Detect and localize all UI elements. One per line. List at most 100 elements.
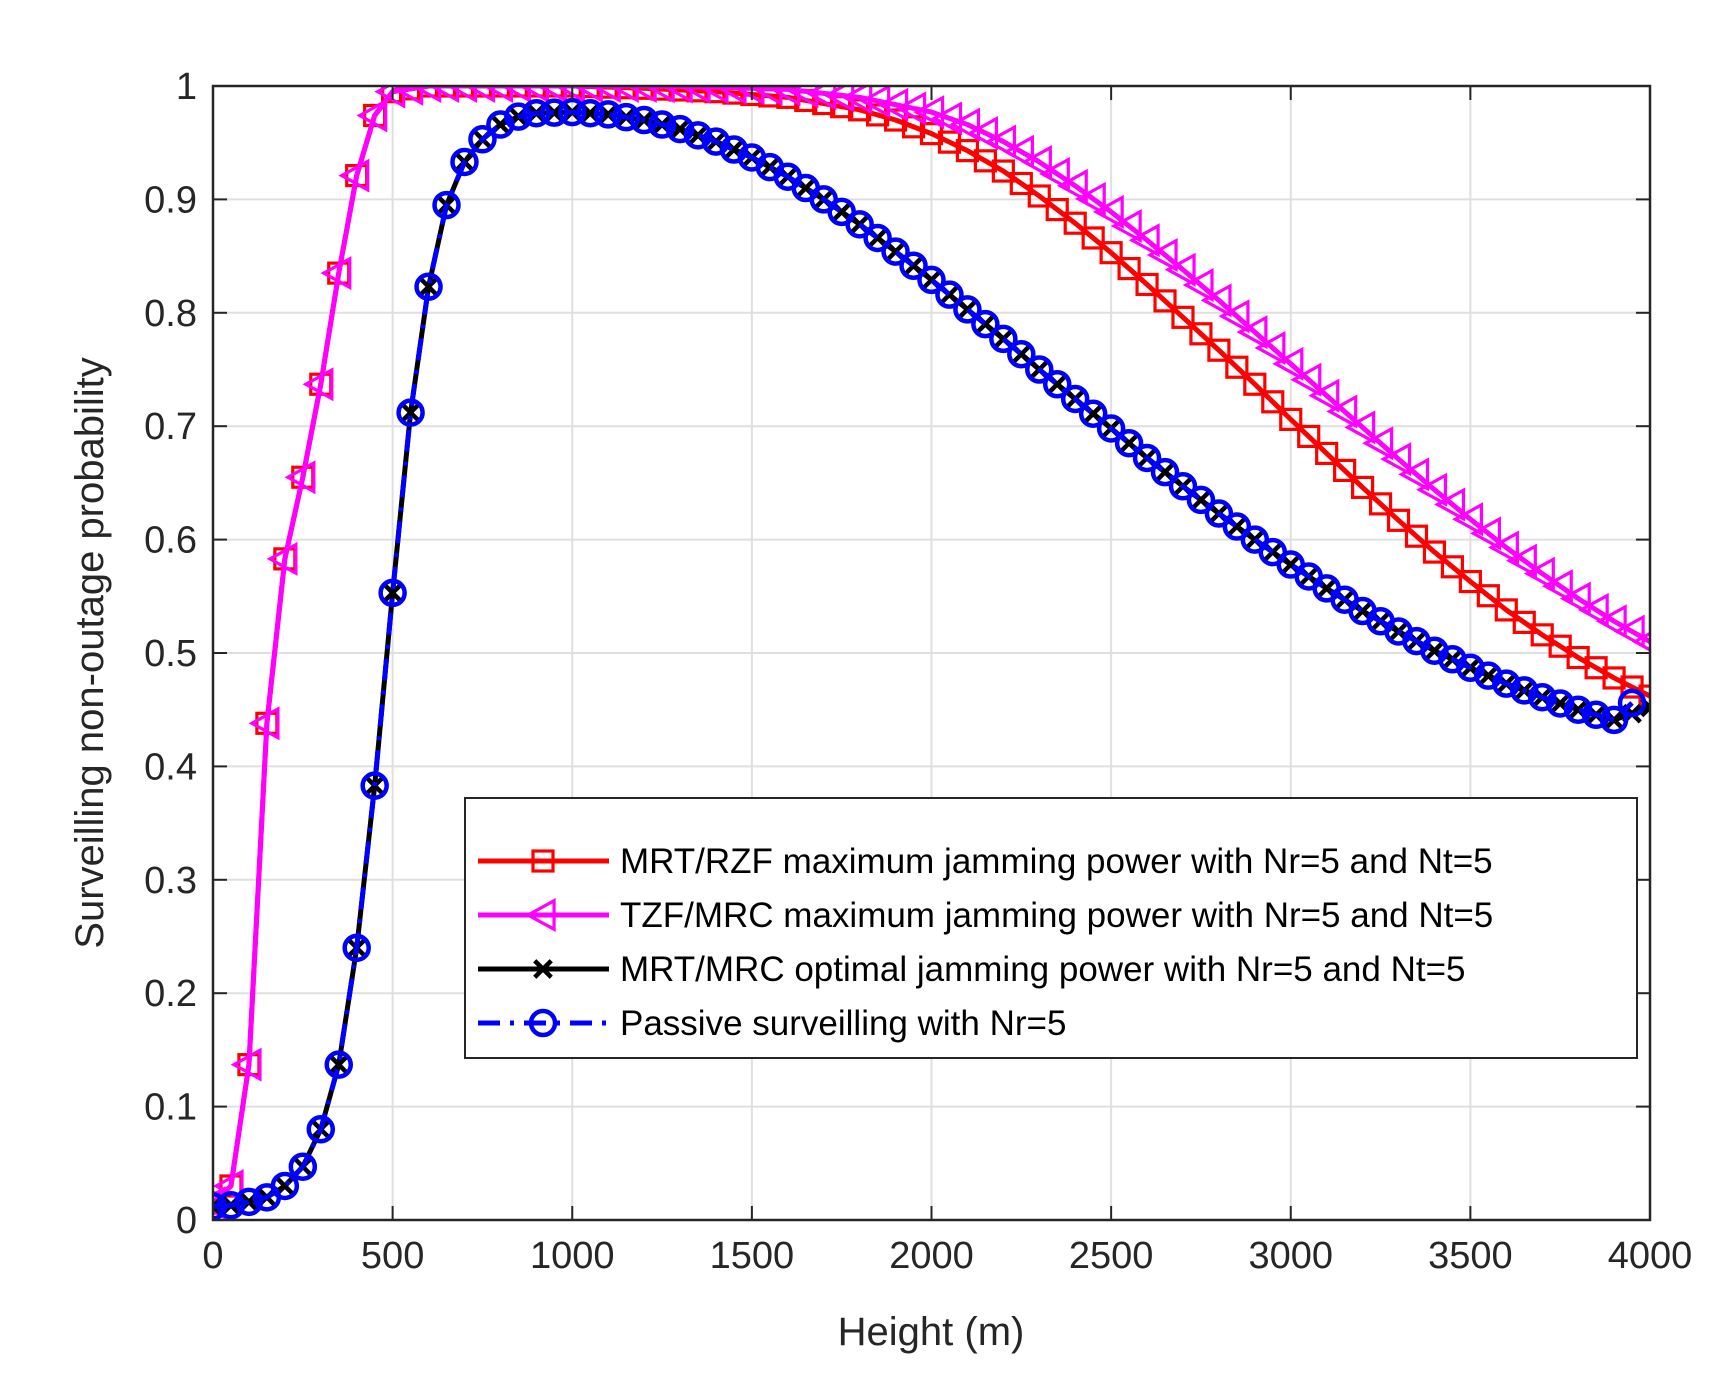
square-marker: [1512, 610, 1536, 634]
circle-marker: [414, 272, 443, 301]
triangle-marker: [248, 706, 280, 741]
triangle-marker: [518, 86, 549, 104]
triangle-marker: [320, 256, 352, 291]
circle-marker: [1563, 695, 1593, 724]
square-marker: [991, 159, 1015, 183]
square-marker: [1386, 508, 1411, 532]
square-marker: [1171, 305, 1195, 329]
triangle-marker: [823, 86, 855, 113]
square-marker: [1189, 322, 1213, 346]
square-marker: [1045, 198, 1069, 222]
y-tick-label: 0.5: [144, 633, 197, 675]
series-line: [213, 109, 1634, 1209]
triangle-marker: [446, 86, 478, 104]
triangle-marker: [553, 86, 585, 104]
circle-marker: [1007, 339, 1036, 369]
circle-marker: [1581, 700, 1611, 730]
square-marker: [1081, 226, 1105, 250]
circle-marker: [306, 1115, 336, 1144]
circle-marker: [234, 1187, 264, 1217]
triangle-marker: [1146, 237, 1178, 272]
circle-marker: [863, 223, 892, 253]
triangle-marker: [1182, 268, 1214, 303]
circle-marker: [360, 771, 389, 800]
triangle-marker: [1272, 346, 1304, 381]
legend-label: MRT/RZF maximum jamming power with Nr=5 …: [620, 842, 1493, 881]
circle-marker: [1114, 428, 1144, 458]
circle-marker: [665, 114, 695, 144]
grid-lines: [213, 86, 1650, 1220]
triangle-marker: [1595, 604, 1627, 639]
circle-marker: [629, 105, 659, 135]
triangle-marker: [967, 116, 999, 151]
circle-marker: [953, 295, 982, 324]
square-marker: [1027, 184, 1051, 208]
y-tick-label: 0.3: [144, 860, 197, 902]
circle-marker: [432, 190, 461, 220]
legend-entry: TZF/MRC maximum jamming power with Nr=5 …: [478, 896, 1493, 935]
x-tick-label: 2500: [1069, 1235, 1154, 1277]
triangle-marker: [1452, 502, 1484, 537]
circle-marker: [288, 1152, 318, 1181]
circle-marker: [593, 100, 623, 129]
y-tick-label: 0.4: [144, 746, 197, 788]
square-marker: [1207, 338, 1231, 362]
triangle-marker: [715, 86, 747, 105]
square-marker: [1350, 475, 1375, 500]
x-tick-label: 3500: [1428, 1235, 1513, 1277]
x-tick-label: 2000: [889, 1235, 974, 1277]
triangle-marker: [1559, 581, 1591, 616]
legend-box: [464, 797, 1638, 1059]
circle-marker: [1492, 669, 1521, 698]
triangle-marker: [1470, 516, 1501, 551]
circle-marker: [540, 98, 569, 127]
square-marker: [1368, 492, 1393, 516]
square-marker: [1333, 458, 1357, 483]
circle-marker: [1510, 676, 1539, 705]
triangle-marker: [589, 86, 621, 104]
circle-marker: [378, 578, 407, 608]
circle-marker: [1060, 384, 1090, 414]
triangle-marker: [787, 86, 819, 109]
y-tick-label: 1: [176, 66, 197, 108]
axis-ticks: [212, 85, 1651, 1221]
circle-marker: [468, 125, 497, 154]
circle-marker: [396, 398, 425, 427]
triangle-marker: [428, 86, 460, 104]
triangle-marker: [1416, 472, 1448, 507]
triangle-marker: [1254, 330, 1286, 365]
triangle-marker: [482, 86, 514, 104]
circle-marker: [935, 280, 964, 309]
triangle-marker: [1344, 410, 1376, 445]
triangle-marker: [1092, 194, 1124, 229]
triangle-marker: [1128, 223, 1160, 258]
square-marker: [1458, 569, 1482, 594]
triangle-marker: [1021, 144, 1052, 179]
circle-marker: [1078, 399, 1108, 428]
circle-marker: [917, 265, 946, 295]
circle-marker: [575, 98, 605, 128]
triangle-marker: [356, 98, 388, 133]
square-marker: [1404, 524, 1429, 548]
square-marker: [1099, 241, 1123, 265]
triangle-marker: [284, 460, 316, 495]
square-marker: [1279, 407, 1303, 431]
legend-label: TZF/MRC maximum jamming power with Nr=5 …: [620, 896, 1493, 935]
square-marker: [1494, 598, 1518, 622]
x-axis-label: Height (m): [838, 1310, 1025, 1354]
triangle-marker: [1631, 631, 1650, 652]
triangle-marker: [500, 86, 532, 104]
triangle-marker: [230, 1047, 262, 1082]
triangle-marker: [607, 86, 639, 104]
circle-marker: [324, 1050, 353, 1079]
triangle-marker: [1577, 592, 1609, 627]
triangle-marker: [338, 158, 370, 193]
triangle-marker: [733, 86, 765, 106]
circle-marker: [1042, 369, 1072, 399]
triangle-marker: [1056, 168, 1088, 203]
triangle-marker: [949, 107, 981, 142]
series-layer: [213, 86, 1650, 1220]
circle-marker: [989, 324, 1018, 354]
triangle-marker: [410, 86, 442, 104]
series-2: [213, 86, 1650, 1220]
